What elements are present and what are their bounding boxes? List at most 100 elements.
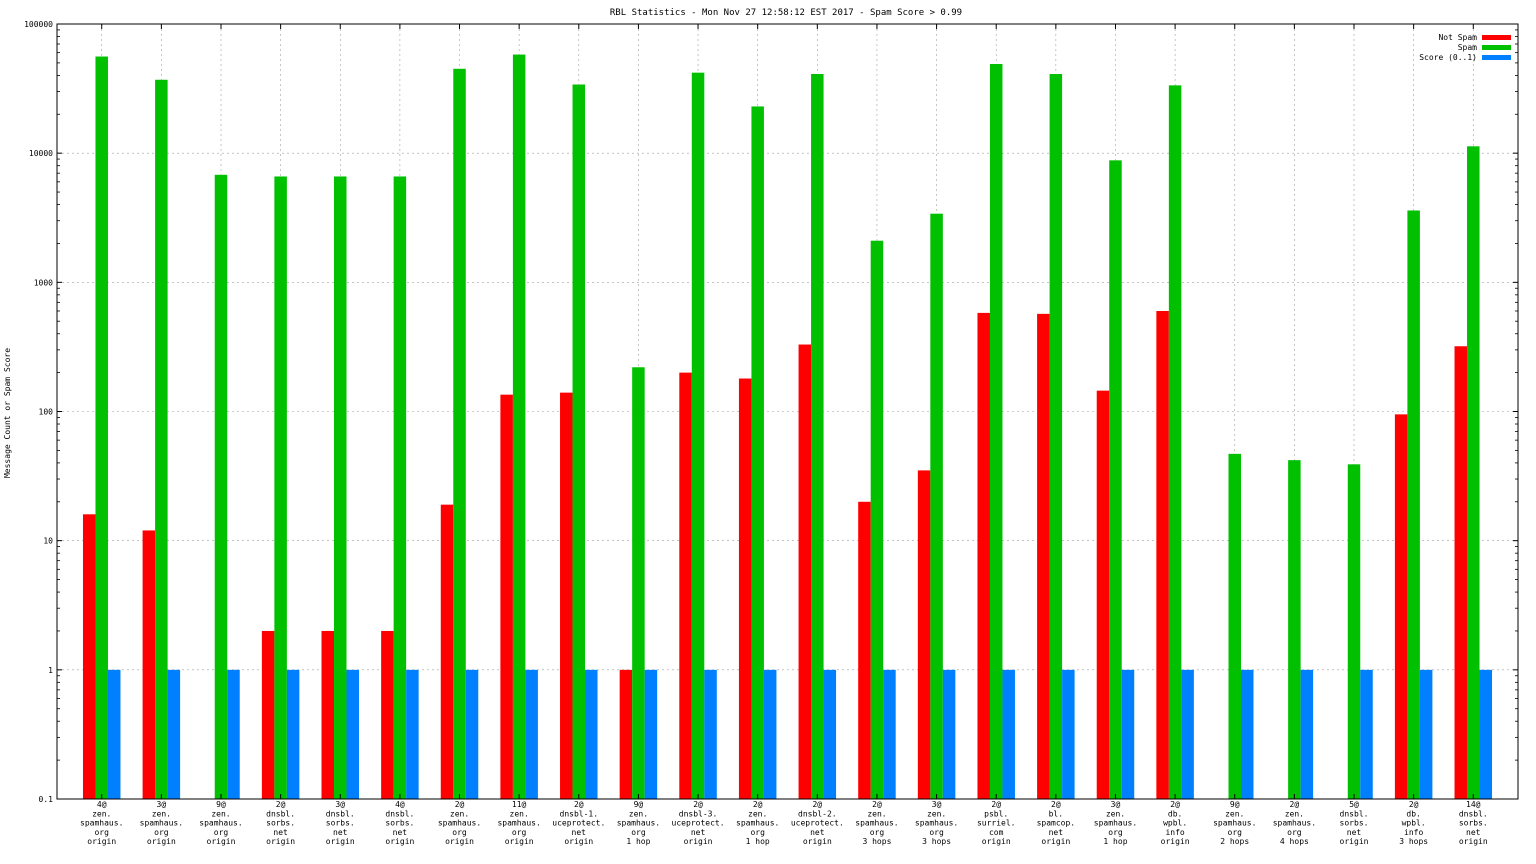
x-tick-label-line: 2@ (1290, 800, 1300, 809)
x-tick-label-line: db. (1406, 809, 1420, 818)
bar-score-0-1 (585, 669, 598, 799)
x-tick-label-line: net (1466, 828, 1481, 837)
x-tick-label-line: 4 hops (1280, 837, 1309, 846)
x-tick-label: 9@ zen. spamhaus. org origin (199, 800, 242, 846)
x-tick-label-line: zen. (152, 809, 171, 818)
x-tick-label-line: spamhaus. (140, 819, 183, 828)
x-tick-label-line: spamhaus. (617, 819, 660, 828)
x-tick-label-line: zen. (867, 809, 886, 818)
x-tick-label-line: 2@ (1409, 800, 1419, 809)
x-tick-label-line: net (393, 828, 408, 837)
x-tick-label-line: dnsbl. (266, 809, 295, 818)
x-tick-label-line: uceprotect. (791, 819, 844, 828)
bar-spam (1407, 210, 1420, 799)
x-tick-label-line: origin (1041, 837, 1070, 846)
x-tick-label-line: dnsbl. (326, 809, 355, 818)
x-tick-label-line: net (1049, 828, 1064, 837)
bar-score-0-1 (1419, 669, 1433, 799)
bar-not-spam (1096, 390, 1110, 799)
x-tick-label: 14@ dnsbl. sorbs. net origin (1459, 800, 1488, 846)
bar-not-spam (1156, 310, 1169, 799)
x-tick-label-line: 2@ (1170, 800, 1180, 809)
bar-spam (930, 213, 943, 800)
x-tick-label-line: 3@ (932, 800, 942, 809)
x-tick-label-line: net (333, 828, 348, 837)
bar-not-spam (858, 501, 871, 799)
x-tick-label: 3@ zen. spamhaus. org origin (140, 800, 183, 846)
x-tick-label: 3@ dnsbl. sorbs. net origin (326, 800, 355, 846)
bar-spam (155, 79, 168, 800)
y-tick-label: 1 (48, 666, 53, 675)
x-tick-label-line: dnsbl-3. (679, 809, 718, 818)
x-tick-label-line: spamhaus. (736, 819, 779, 828)
bar-score-0-1 (823, 669, 837, 799)
x-tick-label-line: origin (207, 837, 236, 846)
bar-not-spam (917, 470, 931, 799)
x-tick-label-line: spamhaus. (438, 819, 481, 828)
bar-spam (1109, 160, 1122, 800)
x-tick-label-line: zen. (450, 809, 469, 818)
x-tick-label-line: org (512, 828, 527, 837)
bar-spam (691, 72, 705, 799)
x-tick-label-line: wpbl. (1163, 819, 1187, 828)
x-tick-label-line: 2@ (276, 800, 286, 809)
bar-not-spam (321, 630, 335, 799)
x-tick-label-line: 11@ (512, 800, 527, 809)
x-tick-label-line: origin (266, 837, 295, 846)
bar-score-0-1 (346, 669, 360, 799)
bar-spam (214, 174, 228, 800)
x-tick-label-line: zen. (927, 809, 946, 818)
x-tick-label-line: uceprotect. (552, 819, 605, 828)
x-tick-label-line: spamhaus. (497, 819, 540, 828)
bar-spam (274, 176, 287, 799)
x-tick-label-line: 3@ (1111, 800, 1121, 809)
x-tick-label-line: wpbl. (1402, 819, 1426, 828)
x-tick-label-line: org (214, 828, 229, 837)
bar-not-spam (261, 630, 275, 799)
x-tick-label-line: origin (982, 837, 1011, 846)
x-tick-label: 2@ dnsbl. sorbs. net origin (266, 800, 295, 846)
x-tick-label-line: 2@ (753, 800, 763, 809)
x-tick-label-line: 2@ (1051, 800, 1061, 809)
x-tick-label-line: org (1228, 828, 1243, 837)
x-tick-label-line: spamhaus. (1094, 819, 1137, 828)
x-tick-label-line: origin (445, 837, 474, 846)
x-tick-label-line: psbl. (984, 809, 1008, 818)
x-tick-label-line: zen. (1225, 809, 1244, 818)
bar-spam (989, 64, 1003, 799)
x-tick-label-line: 3 hops (1399, 837, 1428, 846)
bar-not-spam (82, 514, 96, 799)
x-tick-label-line: net (572, 828, 587, 837)
bar-spam (811, 74, 824, 799)
x-tick-label-line: spamhaus. (1213, 819, 1256, 828)
x-tick-label-line: dnsbl-1. (560, 809, 599, 818)
bar-not-spam (500, 394, 513, 799)
x-tick-label-line: org (154, 828, 169, 837)
bar-not-spam (381, 630, 394, 799)
x-tick-label: 2@ zen. spamhaus. org origin (438, 800, 481, 846)
legend-label: Spam (1458, 43, 1477, 52)
x-tick-label-line: 2 hops (1220, 837, 1249, 846)
x-tick-label: 9@ zen. spamhaus. org 1 hop (617, 800, 660, 846)
bar-not-spam (798, 344, 812, 799)
x-tick-label-line: net (273, 828, 288, 837)
x-tick-label-line: org (870, 828, 885, 837)
x-tick-label: 11@ zen. spamhaus. org origin (497, 800, 540, 846)
x-tick-label-line: 2@ (693, 800, 703, 809)
legend-swatch (1482, 55, 1511, 60)
bar-score-0-1 (227, 669, 240, 799)
x-tick-label: 2@ psbl. surriel. com origin (977, 800, 1016, 846)
x-tick-label-line: origin (564, 837, 593, 846)
x-tick-label: 2@ dnsbl-1. uceprotect. net origin (552, 800, 605, 846)
x-tick-label: 2@ dnsbl-2. uceprotect. net origin (791, 800, 844, 846)
x-tick-label-line: spamhaus. (855, 819, 898, 828)
x-tick-label-line: 2@ (991, 800, 1001, 809)
x-tick-label-line: sorbs. (1340, 819, 1369, 828)
x-tick-label-line: spamcop. (1037, 819, 1076, 828)
y-tick-label: 0.1 (39, 795, 54, 804)
bar-spam (1347, 464, 1361, 799)
x-tick-label-line: info (1404, 828, 1423, 837)
x-tick-label: 2@ zen. spamhaus. org 3 hops (855, 800, 898, 846)
x-tick-label-line: net (1347, 828, 1362, 837)
